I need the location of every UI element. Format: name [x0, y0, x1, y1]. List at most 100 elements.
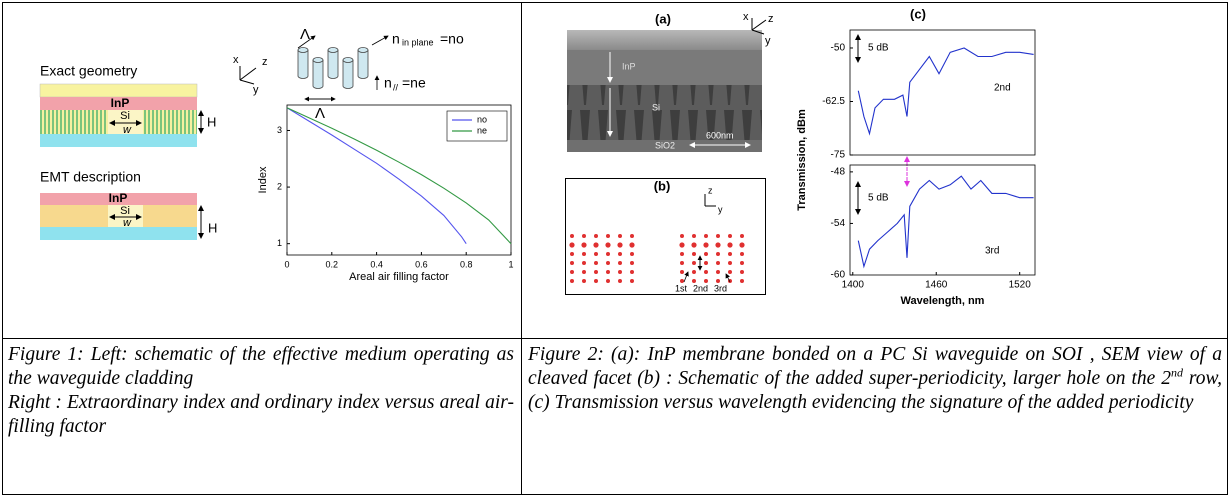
schematic-title: Exact geometry: [40, 63, 137, 79]
sem-label: SiO2: [655, 140, 675, 150]
axis-symbol: y: [718, 204, 723, 214]
y-tick-label: -60: [831, 270, 846, 281]
index-subscript: //: [393, 82, 399, 92]
hole: [606, 270, 610, 274]
x-tick-label: 0.6: [415, 259, 428, 269]
axis-symbol: z: [768, 13, 774, 25]
caption-line: Figure 1: Left: schematic of the effecti…: [8, 343, 514, 391]
hole: [728, 261, 732, 265]
hole: [716, 252, 720, 256]
hole-lattice: [569, 234, 744, 283]
y-tick-label: -54: [831, 218, 846, 229]
hole: [679, 242, 684, 247]
axis-symbol: x: [743, 11, 749, 23]
index-subscript: in plane: [402, 37, 434, 47]
caption: Figure 1: Left: schematic of the effecti…: [8, 343, 514, 439]
row-label: 1st: [675, 283, 688, 293]
hole: [740, 252, 744, 256]
y-axis-label: Transmission, dBm: [796, 109, 808, 211]
hole: [680, 270, 684, 274]
y-tick-label: -50: [831, 43, 846, 54]
hole: [680, 261, 684, 265]
caption-text: Figure 2: (a): InP membrane bonded on a …: [528, 344, 1222, 389]
hole: [570, 234, 574, 238]
hole: [570, 279, 574, 283]
hole: [630, 279, 634, 283]
x-tick-label: 1: [508, 259, 513, 269]
hole: [618, 261, 622, 265]
y-tick-label: -75: [831, 150, 846, 161]
superscript: nd: [1171, 366, 1183, 380]
hole: [594, 270, 598, 274]
y-tick-label: -48: [831, 167, 846, 178]
panel-label: (c): [910, 6, 926, 21]
axis-symbol: y: [253, 84, 259, 96]
y-tick-label: 2: [277, 181, 282, 191]
width-label: w: [123, 217, 132, 229]
hole: [704, 270, 708, 274]
hole: [740, 270, 744, 274]
hole: [570, 261, 574, 265]
period-label: Λ: [315, 105, 325, 122]
axis-symbol: x: [233, 54, 239, 66]
hole: [716, 270, 720, 274]
hole: [703, 242, 708, 247]
hole: [692, 261, 696, 265]
data-line: [858, 176, 1033, 266]
legend-label: ne: [477, 125, 487, 135]
height-label: H: [208, 220, 217, 235]
layer-label: InP: [109, 191, 128, 205]
sem-label: Si: [652, 102, 660, 112]
index-symbol: n: [392, 31, 400, 47]
axes-icon: [705, 194, 716, 206]
panel-label: (a): [655, 11, 671, 26]
scale-bar-label: 600nm: [706, 130, 734, 140]
hole: [629, 242, 634, 247]
width-label: w: [123, 124, 132, 136]
hole: [582, 279, 586, 283]
axis-symbol: z: [708, 185, 713, 195]
index-value: =ne: [402, 75, 426, 91]
index-value: =no: [440, 31, 464, 47]
hole: [618, 270, 622, 274]
hole: [630, 252, 634, 256]
hole: [630, 234, 634, 238]
hole: [715, 242, 720, 247]
x-tick-label: 0.8: [460, 259, 473, 269]
layer-label: InP: [111, 96, 130, 110]
hole: [704, 234, 708, 238]
axis-symbol: z: [262, 56, 268, 68]
index-symbol: n: [384, 75, 392, 91]
y-axis-label: Index: [257, 166, 269, 193]
layer-label: Si: [120, 205, 130, 217]
caption: Figure 2: (a): InP membrane bonded on a …: [528, 343, 1222, 415]
hole: [740, 279, 744, 283]
hole: [630, 270, 634, 274]
hole: [740, 261, 744, 265]
hole: [606, 252, 610, 256]
hole: [716, 261, 720, 265]
hole: [582, 270, 586, 274]
axis-symbol: y: [765, 35, 771, 47]
x-tick-label: 1520: [1009, 280, 1032, 291]
row-label: 2nd: [693, 283, 708, 293]
x-tick-label: 0.4: [370, 259, 383, 269]
panel-label: (b): [654, 178, 671, 193]
sem-label: InP: [622, 61, 636, 71]
hole: [691, 242, 696, 247]
hole: [594, 261, 598, 265]
hole: [692, 234, 696, 238]
hole: [716, 234, 720, 238]
hole: [618, 252, 622, 256]
row-label: 3rd: [714, 283, 727, 293]
hole: [739, 242, 744, 247]
annotation: 5 dB: [868, 193, 889, 204]
hole: [594, 234, 598, 238]
hole: [570, 252, 574, 256]
hole: [605, 242, 610, 247]
hole: [606, 261, 610, 265]
hole: [594, 252, 598, 256]
hole: [692, 252, 696, 256]
hole: [680, 234, 684, 238]
annotation: 3rd: [985, 246, 999, 257]
